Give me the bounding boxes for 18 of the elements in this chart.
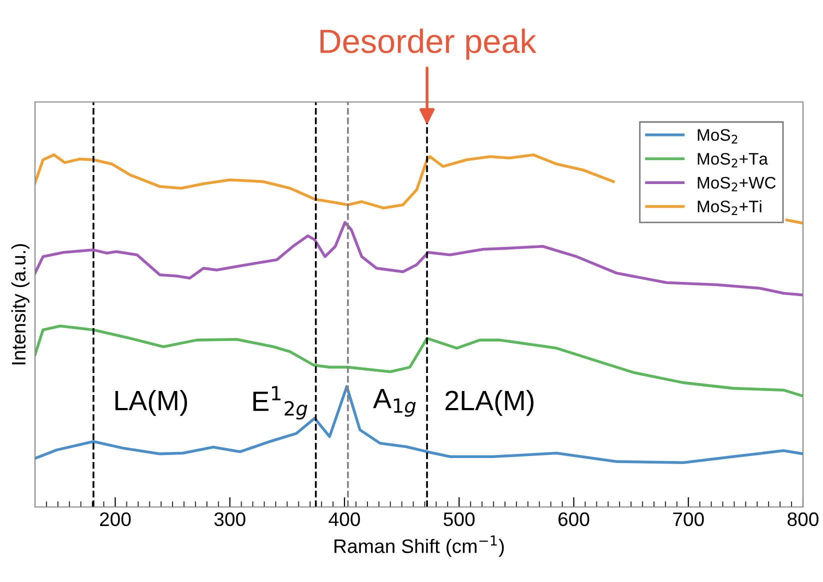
- y-axis-title: Intensity (a.u.): [11, 244, 30, 364]
- annotation: Desorder peak: [320, 28, 536, 60]
- x-tick-label: 400: [328, 512, 360, 526]
- annotation: A$_{1g}$: [373, 389, 416, 417]
- legend-label: MoS$_{2}$+WC: [698, 176, 776, 192]
- x-axis-title: Raman Shift (cm$^{−1}$): [334, 536, 504, 557]
- x-tick-label: 700: [673, 512, 704, 526]
- legend-label: MoS$_{2}$: [698, 129, 738, 144]
- legend-label: MoS$_{2}$+Ta: [698, 152, 768, 168]
- x-tick-label: 300: [214, 512, 246, 526]
- x-tick-label: 200: [100, 512, 131, 526]
- annotation: E$^{1}$$_{2g}$: [253, 386, 308, 420]
- annotation: 2LA(M): [446, 390, 534, 416]
- legend-label: MoS$_{2}$+Ti: [698, 200, 762, 215]
- x-tick-label: 600: [558, 512, 590, 526]
- annotation: LA(M): [115, 390, 188, 416]
- x-tick-label: 500: [444, 512, 475, 526]
- x-tick-label: 800: [788, 512, 818, 526]
